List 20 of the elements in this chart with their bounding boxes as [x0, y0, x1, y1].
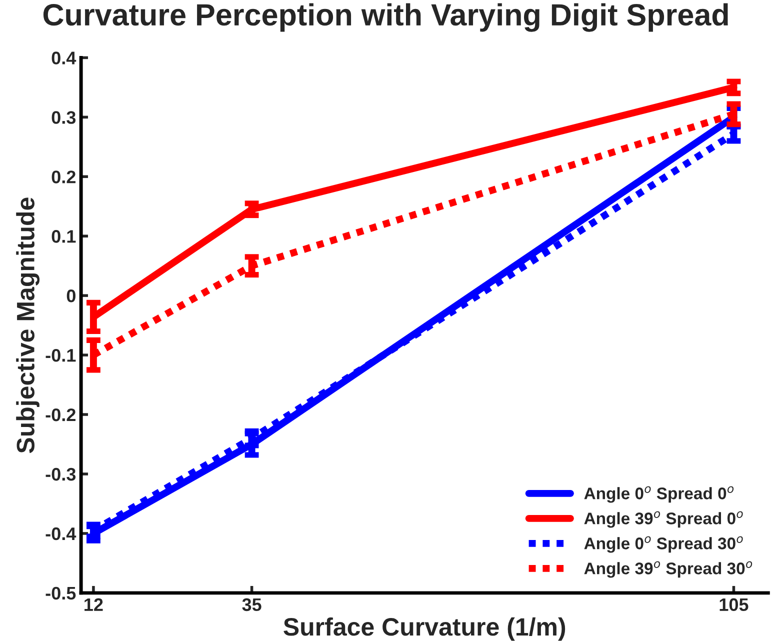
y-tick-label: 0.2 — [52, 170, 76, 184]
chart-title: Curvature Perception with Varying Digit Spread — [43, 3, 728, 32]
x-axis-title: Surface Curvature (1/m) — [284, 617, 566, 641]
x-tick-label: 105 — [720, 598, 748, 612]
y-tick-label: -0.2 — [46, 408, 76, 422]
y-tick-label: 0.1 — [52, 230, 76, 243]
legend-label: Angle 0$^{o}$ Spread 0$^{o}$ — [584, 486, 734, 503]
y-axis-title: Subjective Magnitude — [16, 198, 40, 454]
x-tick-label: 35 — [242, 598, 262, 612]
y-tick-label: -0.5 — [46, 586, 76, 600]
legend-label: Angle 0$^{o}$ Spread 30$^{o}$ — [584, 536, 743, 553]
y-tick-label: -0.1 — [46, 348, 76, 362]
y-tick-label: -0.4 — [46, 527, 76, 540]
x-tick-label: 12 — [84, 598, 103, 611]
y-tick-label: -0.3 — [46, 468, 76, 481]
y-tick-label: 0.3 — [52, 111, 76, 124]
y-tick-label: 0 — [66, 290, 76, 302]
legend-label: Angle 39$^{o}$ Spread 30$^{o}$ — [584, 561, 752, 578]
y-tick-label: 0.4 — [52, 52, 76, 64]
legend-label: Angle 39$^{o}$ Spread 0$^{o}$ — [584, 511, 743, 528]
